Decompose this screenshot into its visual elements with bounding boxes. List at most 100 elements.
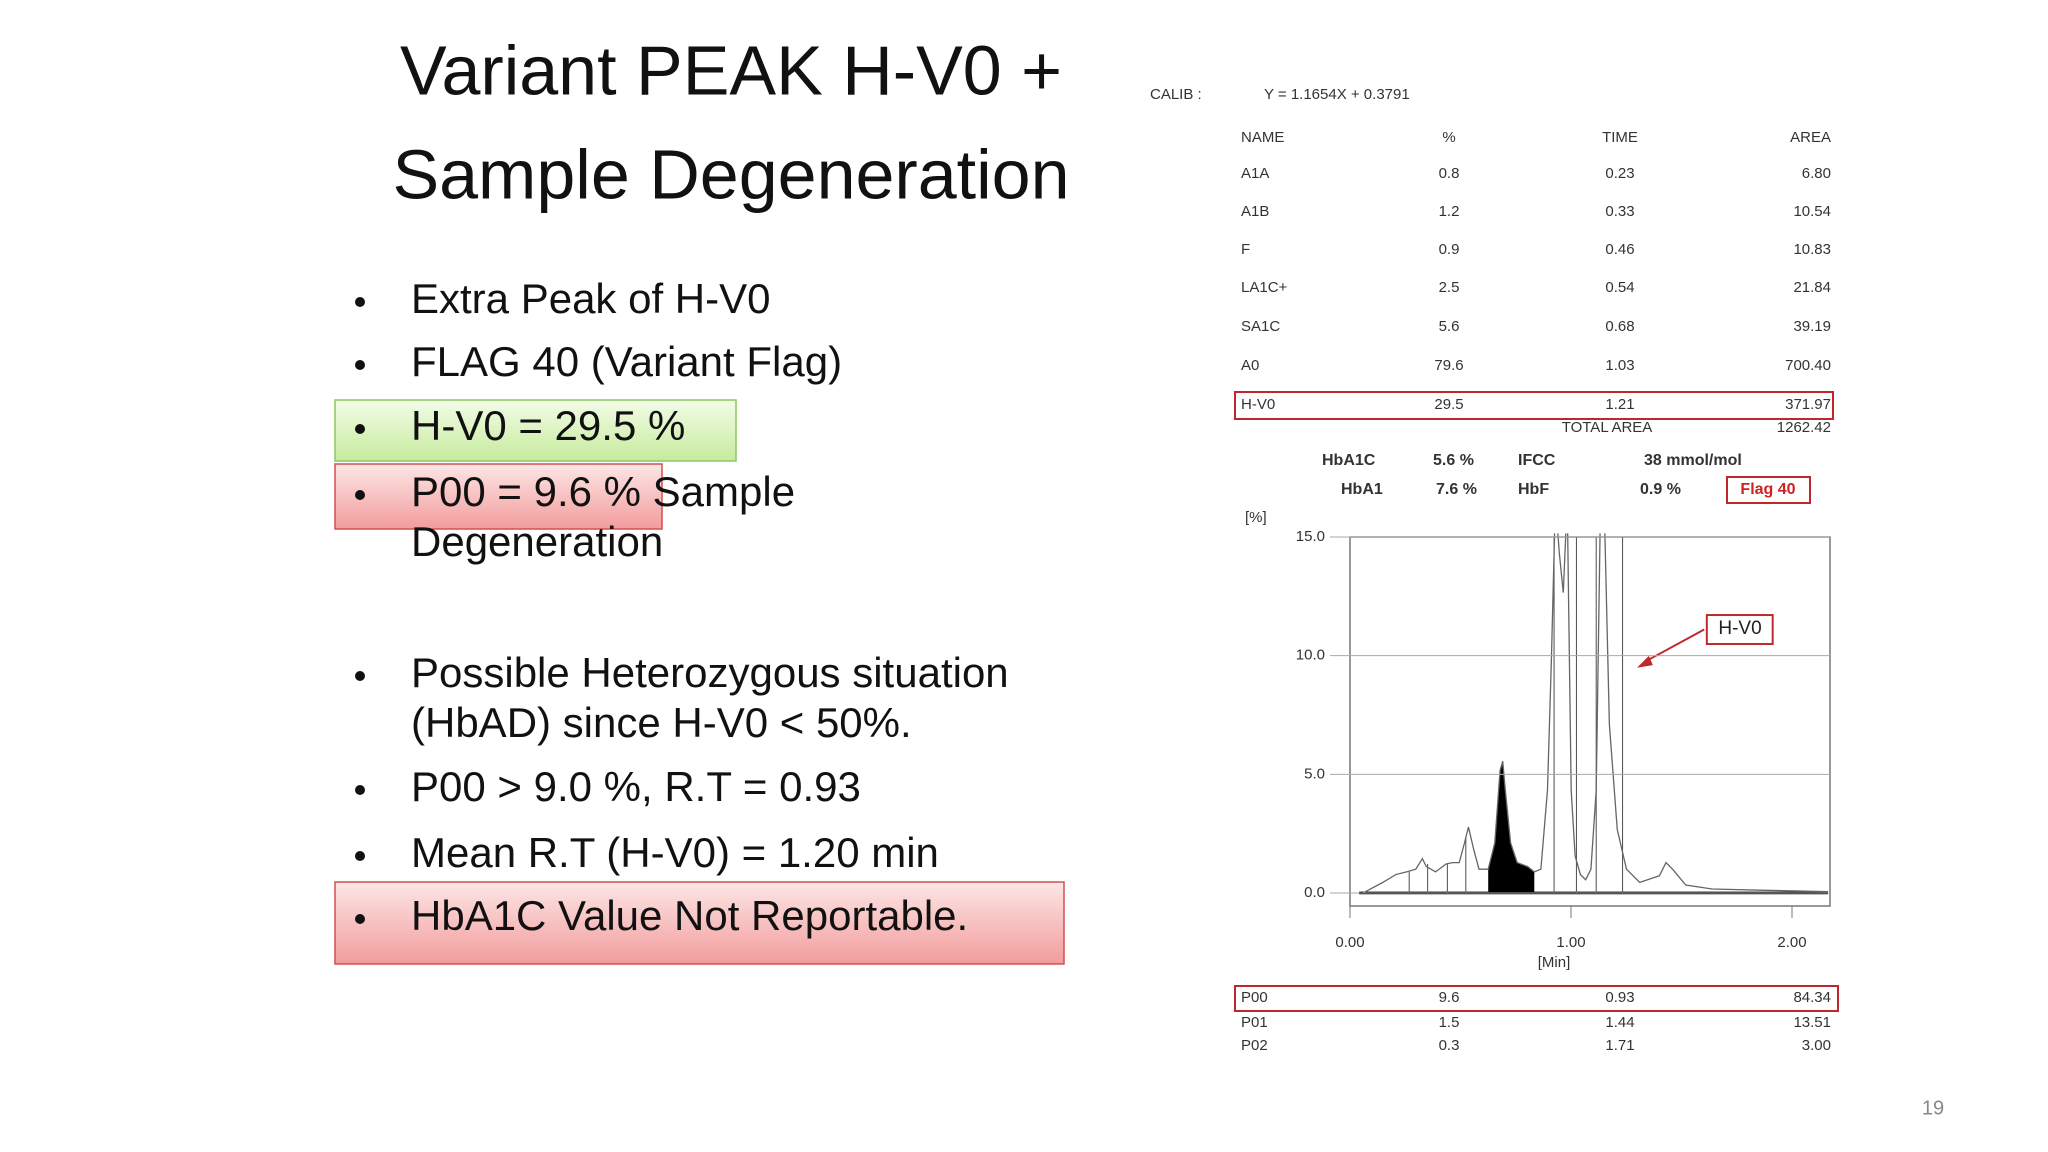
- bullet-text: P00 > 9.0 %, R.T = 0.93: [411, 763, 861, 810]
- page-number: 19: [1922, 1097, 1944, 1119]
- y-tick-label: 5.0: [1304, 765, 1325, 782]
- table-cell: 10.54: [1793, 203, 1831, 220]
- row-highlight: [1234, 985, 1839, 1012]
- bullet-dot: [355, 360, 365, 370]
- column-header: TIME: [1602, 129, 1638, 146]
- bullet-dot: [355, 785, 365, 795]
- table-cell: 1.21: [1605, 396, 1634, 413]
- summary-text: HbA1: [1341, 481, 1383, 498]
- peak-cell: 1.71: [1605, 1037, 1634, 1054]
- table-cell: A0: [1241, 357, 1259, 374]
- y-tick-label: 0.0: [1304, 884, 1325, 901]
- table-cell: 39.19: [1793, 318, 1831, 335]
- summary-text: 7.6 %: [1436, 481, 1477, 498]
- summary-text: HbA1C: [1322, 452, 1376, 469]
- table-cell: H-V0: [1241, 396, 1275, 413]
- row-highlight: [1234, 391, 1834, 420]
- highlight-green: [334, 399, 737, 462]
- bullet-text: Mean R.T (H-V0) = 1.20 min: [411, 829, 939, 876]
- bullet-dot: [355, 490, 365, 500]
- table-cell: 0.9: [1439, 241, 1460, 258]
- bullet-text: FLAG 40 (Variant Flag): [411, 338, 842, 385]
- annotation-text: H-V0: [1718, 618, 1761, 639]
- table-cell: 0.54: [1605, 279, 1634, 296]
- y-tick-label: 15.0: [1296, 528, 1325, 545]
- summary-text: 5.6 %: [1433, 452, 1474, 469]
- peak-cell: P00: [1241, 989, 1268, 1006]
- table-cell: LA1C+: [1241, 279, 1288, 296]
- column-header: NAME: [1241, 129, 1284, 146]
- slide-title: Sample Degeneration: [392, 135, 1069, 213]
- summary-text: 0.9 %: [1640, 481, 1681, 498]
- x-tick-label: 1.00: [1556, 934, 1585, 951]
- p00-peak: [1488, 761, 1535, 893]
- x-axis-unit: [Min]: [1538, 954, 1571, 971]
- bullet-text: H-V0 = 29.5 %: [411, 402, 685, 449]
- table-cell: 29.5: [1434, 396, 1463, 413]
- bullet-dot: [355, 851, 365, 861]
- table-cell: 371.97: [1785, 396, 1831, 413]
- table-cell: 79.6: [1434, 357, 1463, 374]
- y-axis-unit: [%]: [1245, 509, 1267, 526]
- table-cell: A1A: [1241, 165, 1269, 182]
- summary-text: 38 mmol/mol: [1644, 452, 1742, 469]
- peak-cell: 1.44: [1605, 1014, 1634, 1031]
- table-cell: 0.33: [1605, 203, 1634, 220]
- column-header: %: [1442, 129, 1455, 146]
- annotation-arrow: [1643, 628, 1705, 664]
- peak-cell: P02: [1241, 1037, 1268, 1054]
- table-cell: 21.84: [1793, 279, 1831, 296]
- flag-box: [1726, 476, 1811, 504]
- highlight-red: [334, 881, 1065, 965]
- bullet-dot: [355, 671, 365, 681]
- bullet-dot: [355, 424, 365, 434]
- summary-text: IFCC: [1518, 452, 1556, 469]
- column-header: AREA: [1790, 129, 1831, 146]
- x-tick-label: 2.00: [1777, 934, 1806, 951]
- table-cell: 10.83: [1793, 241, 1831, 258]
- total-area: 1262.42: [1777, 419, 1831, 436]
- annotation-box: [1705, 614, 1774, 646]
- bullet-text: P00 = 9.6 % Sample: [411, 468, 795, 515]
- table-cell: SA1C: [1241, 318, 1280, 335]
- summary-text: HbF: [1518, 481, 1549, 498]
- table-cell: 0.68: [1605, 318, 1634, 335]
- table-cell: 1.03: [1605, 357, 1634, 374]
- table-cell: 0.8: [1439, 165, 1460, 182]
- table-cell: 1.2: [1439, 203, 1460, 220]
- peak-cell: 0.3: [1439, 1037, 1460, 1054]
- table-cell: 700.40: [1785, 357, 1831, 374]
- calib-label: CALIB :: [1150, 86, 1202, 103]
- slide-title: Variant PEAK H-V0 +: [400, 31, 1062, 109]
- peak-cell: 3.00: [1802, 1037, 1831, 1054]
- peak-markers: [1408, 537, 1624, 893]
- table-cell: 0.46: [1605, 241, 1634, 258]
- bullet-text: Extra Peak of H-V0: [411, 275, 770, 322]
- bullet-text: Possible Heterozygous situation: [411, 649, 1009, 696]
- table-cell: 2.5: [1439, 279, 1460, 296]
- peak-cell: 13.51: [1793, 1014, 1831, 1031]
- table-cell: 0.23: [1605, 165, 1634, 182]
- flag-text: Flag 40: [1740, 481, 1795, 498]
- y-tick-label: 10.0: [1296, 647, 1325, 664]
- total-area-label: TOTAL AREA: [1562, 419, 1653, 436]
- arrow-head: [1637, 655, 1653, 668]
- table-cell: 5.6: [1439, 318, 1460, 335]
- peak-cell: 84.34: [1793, 989, 1831, 1006]
- table-cell: A1B: [1241, 203, 1269, 220]
- bullet-text: Degeneration: [411, 518, 663, 565]
- bullet-dot: [355, 914, 365, 924]
- peak-cell: P01: [1241, 1014, 1268, 1031]
- calib-value: Y = 1.1654X + 0.3791: [1264, 86, 1410, 103]
- peak-cell: 1.5: [1439, 1014, 1460, 1031]
- highlight-red: [334, 463, 663, 530]
- table-cell: F: [1241, 241, 1250, 258]
- peak-cell: 0.93: [1605, 989, 1634, 1006]
- table-cell: 6.80: [1802, 165, 1831, 182]
- x-tick-label: 0.00: [1335, 934, 1364, 951]
- bullet-text: (HbAD) since H-V0 < 50%.: [411, 699, 912, 746]
- bullet-dot: [355, 297, 365, 307]
- bullet-text: HbA1C Value Not Reportable.: [411, 892, 968, 939]
- trace-line: [1362, 533, 1829, 894]
